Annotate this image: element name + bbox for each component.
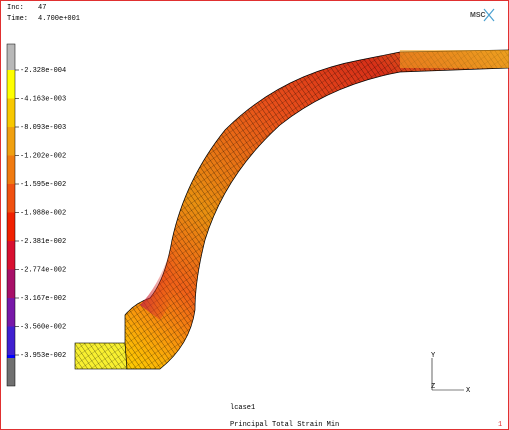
- mesh-model: [74, 49, 509, 370]
- colorbar-segment: [7, 298, 15, 327]
- colorbar-segment: [7, 355, 15, 358]
- strain-hotspot: [140, 245, 185, 320]
- triad-z: Z: [431, 383, 435, 391]
- colorbar-segment: [7, 127, 15, 156]
- colorbar-segment: [7, 44, 15, 70]
- logo: MSC: [470, 12, 486, 19]
- colorbar-label: -3.167e-002: [20, 295, 66, 303]
- result-name: Principal Total Strain Min: [230, 421, 339, 429]
- page-number: 1: [498, 421, 502, 429]
- colorbar-label: -2.328e-004: [20, 67, 66, 75]
- time-value: 4.700e+001: [38, 15, 80, 23]
- colorbar-segment: [7, 326, 15, 355]
- inc-value: 47: [38, 4, 46, 12]
- colorbar-segment: [7, 184, 15, 213]
- load-case: lcase1: [230, 404, 255, 412]
- colorbar-label: -4.163e-003: [20, 95, 66, 103]
- inc-label: Inc:: [7, 4, 24, 12]
- colorbar-segment: [7, 358, 15, 386]
- colorbar-segment: [7, 212, 15, 241]
- stub-mesh: [75, 343, 127, 369]
- colorbar-label: -1.202e-002: [20, 152, 66, 160]
- colorbar-segment: [7, 155, 15, 184]
- triad-x: X: [466, 387, 471, 395]
- logo-mark: [483, 8, 495, 22]
- colorbar-segment: [7, 269, 15, 298]
- exit-section: [400, 50, 509, 68]
- colorbar-label: -1.595e-002: [20, 181, 66, 189]
- colorbar-label: -2.381e-002: [20, 238, 66, 246]
- colorbar-segment: [7, 241, 15, 270]
- colorbar: -2.328e-004 -4.163e-003 -8.093e-003 -1.202e…: [6, 43, 66, 387]
- colorbar-label: -8.093e-003: [20, 124, 66, 132]
- colorbar-segment: [7, 98, 15, 127]
- colorbar-segment: [7, 70, 15, 99]
- colorbar-label: -3.953e-002: [20, 352, 66, 360]
- time-label: Time:: [7, 15, 28, 23]
- colorbar-outline: [6, 43, 16, 387]
- triad: Y Z X: [431, 352, 471, 395]
- colorbar-label: -3.560e-002: [20, 323, 66, 331]
- triad-y: Y: [431, 352, 436, 360]
- colorbar-label: -1.988e-002: [20, 209, 66, 217]
- colorbar-label: -2.774e-002: [20, 266, 66, 274]
- bend-mesh: [125, 50, 509, 369]
